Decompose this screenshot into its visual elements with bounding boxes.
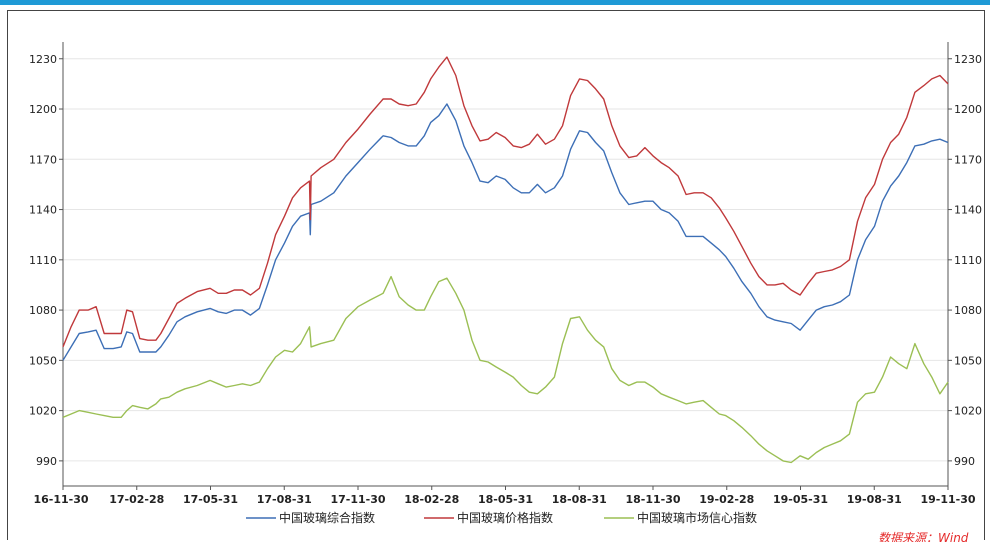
x-tick-label: 19-05-31 <box>773 493 828 506</box>
x-tick-label: 18-11-30 <box>625 493 680 506</box>
y-tick-label: 1110 <box>29 254 57 267</box>
y-tick-label: 1140 <box>29 204 57 217</box>
y-tick-label: 1050 <box>954 354 982 367</box>
series-line <box>62 56 949 348</box>
top-accent-bar <box>0 0 990 5</box>
y-axis-right-ticks: 990 1020 1050 1080 1110 1140 1170 1200 1230 <box>948 53 982 468</box>
y-tick-label: 1170 <box>29 153 57 166</box>
y-tick-label: 990 <box>954 455 975 468</box>
y-tick-label: 1230 <box>954 53 982 66</box>
y-tick-label: 1110 <box>954 254 982 267</box>
y-tick-label: 1080 <box>29 304 57 317</box>
x-axis-ticks: 16-11-30 17-02-28 17-05-31 17-08-31 17-11-30… <box>33 486 976 506</box>
chart-frame <box>7 10 985 540</box>
y-tick-label: 1140 <box>954 204 982 217</box>
x-tick-label: 17-05-31 <box>183 493 238 506</box>
y-tick-label: 1020 <box>954 405 982 418</box>
series-lines <box>62 56 949 464</box>
series-line <box>62 275 949 464</box>
legend-label: 中国玻璃综合指数 <box>279 510 375 525</box>
legend: 中国玻璃综合指数 中国玻璃价格指数 中国玻璃市场信心指数 <box>246 510 757 525</box>
x-tick-label: 18-05-31 <box>478 493 533 506</box>
source-note: 数据来源：Wind <box>878 531 969 542</box>
y-tick-label: 1200 <box>954 103 982 116</box>
legend-label: 中国玻璃价格指数 <box>457 510 553 525</box>
x-tick-label: 19-02-28 <box>699 493 754 506</box>
y-tick-label: 1080 <box>954 304 982 317</box>
grid-lines <box>63 58 948 462</box>
x-tick-label: 19-11-30 <box>920 493 975 506</box>
x-tick-label: 17-08-31 <box>257 493 312 506</box>
y-tick-label: 1050 <box>29 354 57 367</box>
series-line <box>62 103 949 361</box>
y-tick-label: 1170 <box>954 153 982 166</box>
x-tick-label: 17-02-28 <box>109 493 164 506</box>
x-tick-label: 19-08-31 <box>847 493 902 506</box>
y-tick-label: 1230 <box>29 53 57 66</box>
x-tick-label: 17-11-30 <box>330 493 385 506</box>
y-tick-label: 1020 <box>29 405 57 418</box>
y-axis-left-ticks: 990 1020 1050 1080 1110 1140 1170 1200 1230 <box>29 53 63 468</box>
y-tick-label: 1200 <box>29 103 57 116</box>
x-tick-label: 16-11-30 <box>33 493 88 506</box>
legend-label: 中国玻璃市场信心指数 <box>637 510 757 525</box>
y-tick-label: 990 <box>36 455 57 468</box>
x-tick-label: 18-02-28 <box>404 493 459 506</box>
x-tick-label: 18-08-31 <box>552 493 607 506</box>
